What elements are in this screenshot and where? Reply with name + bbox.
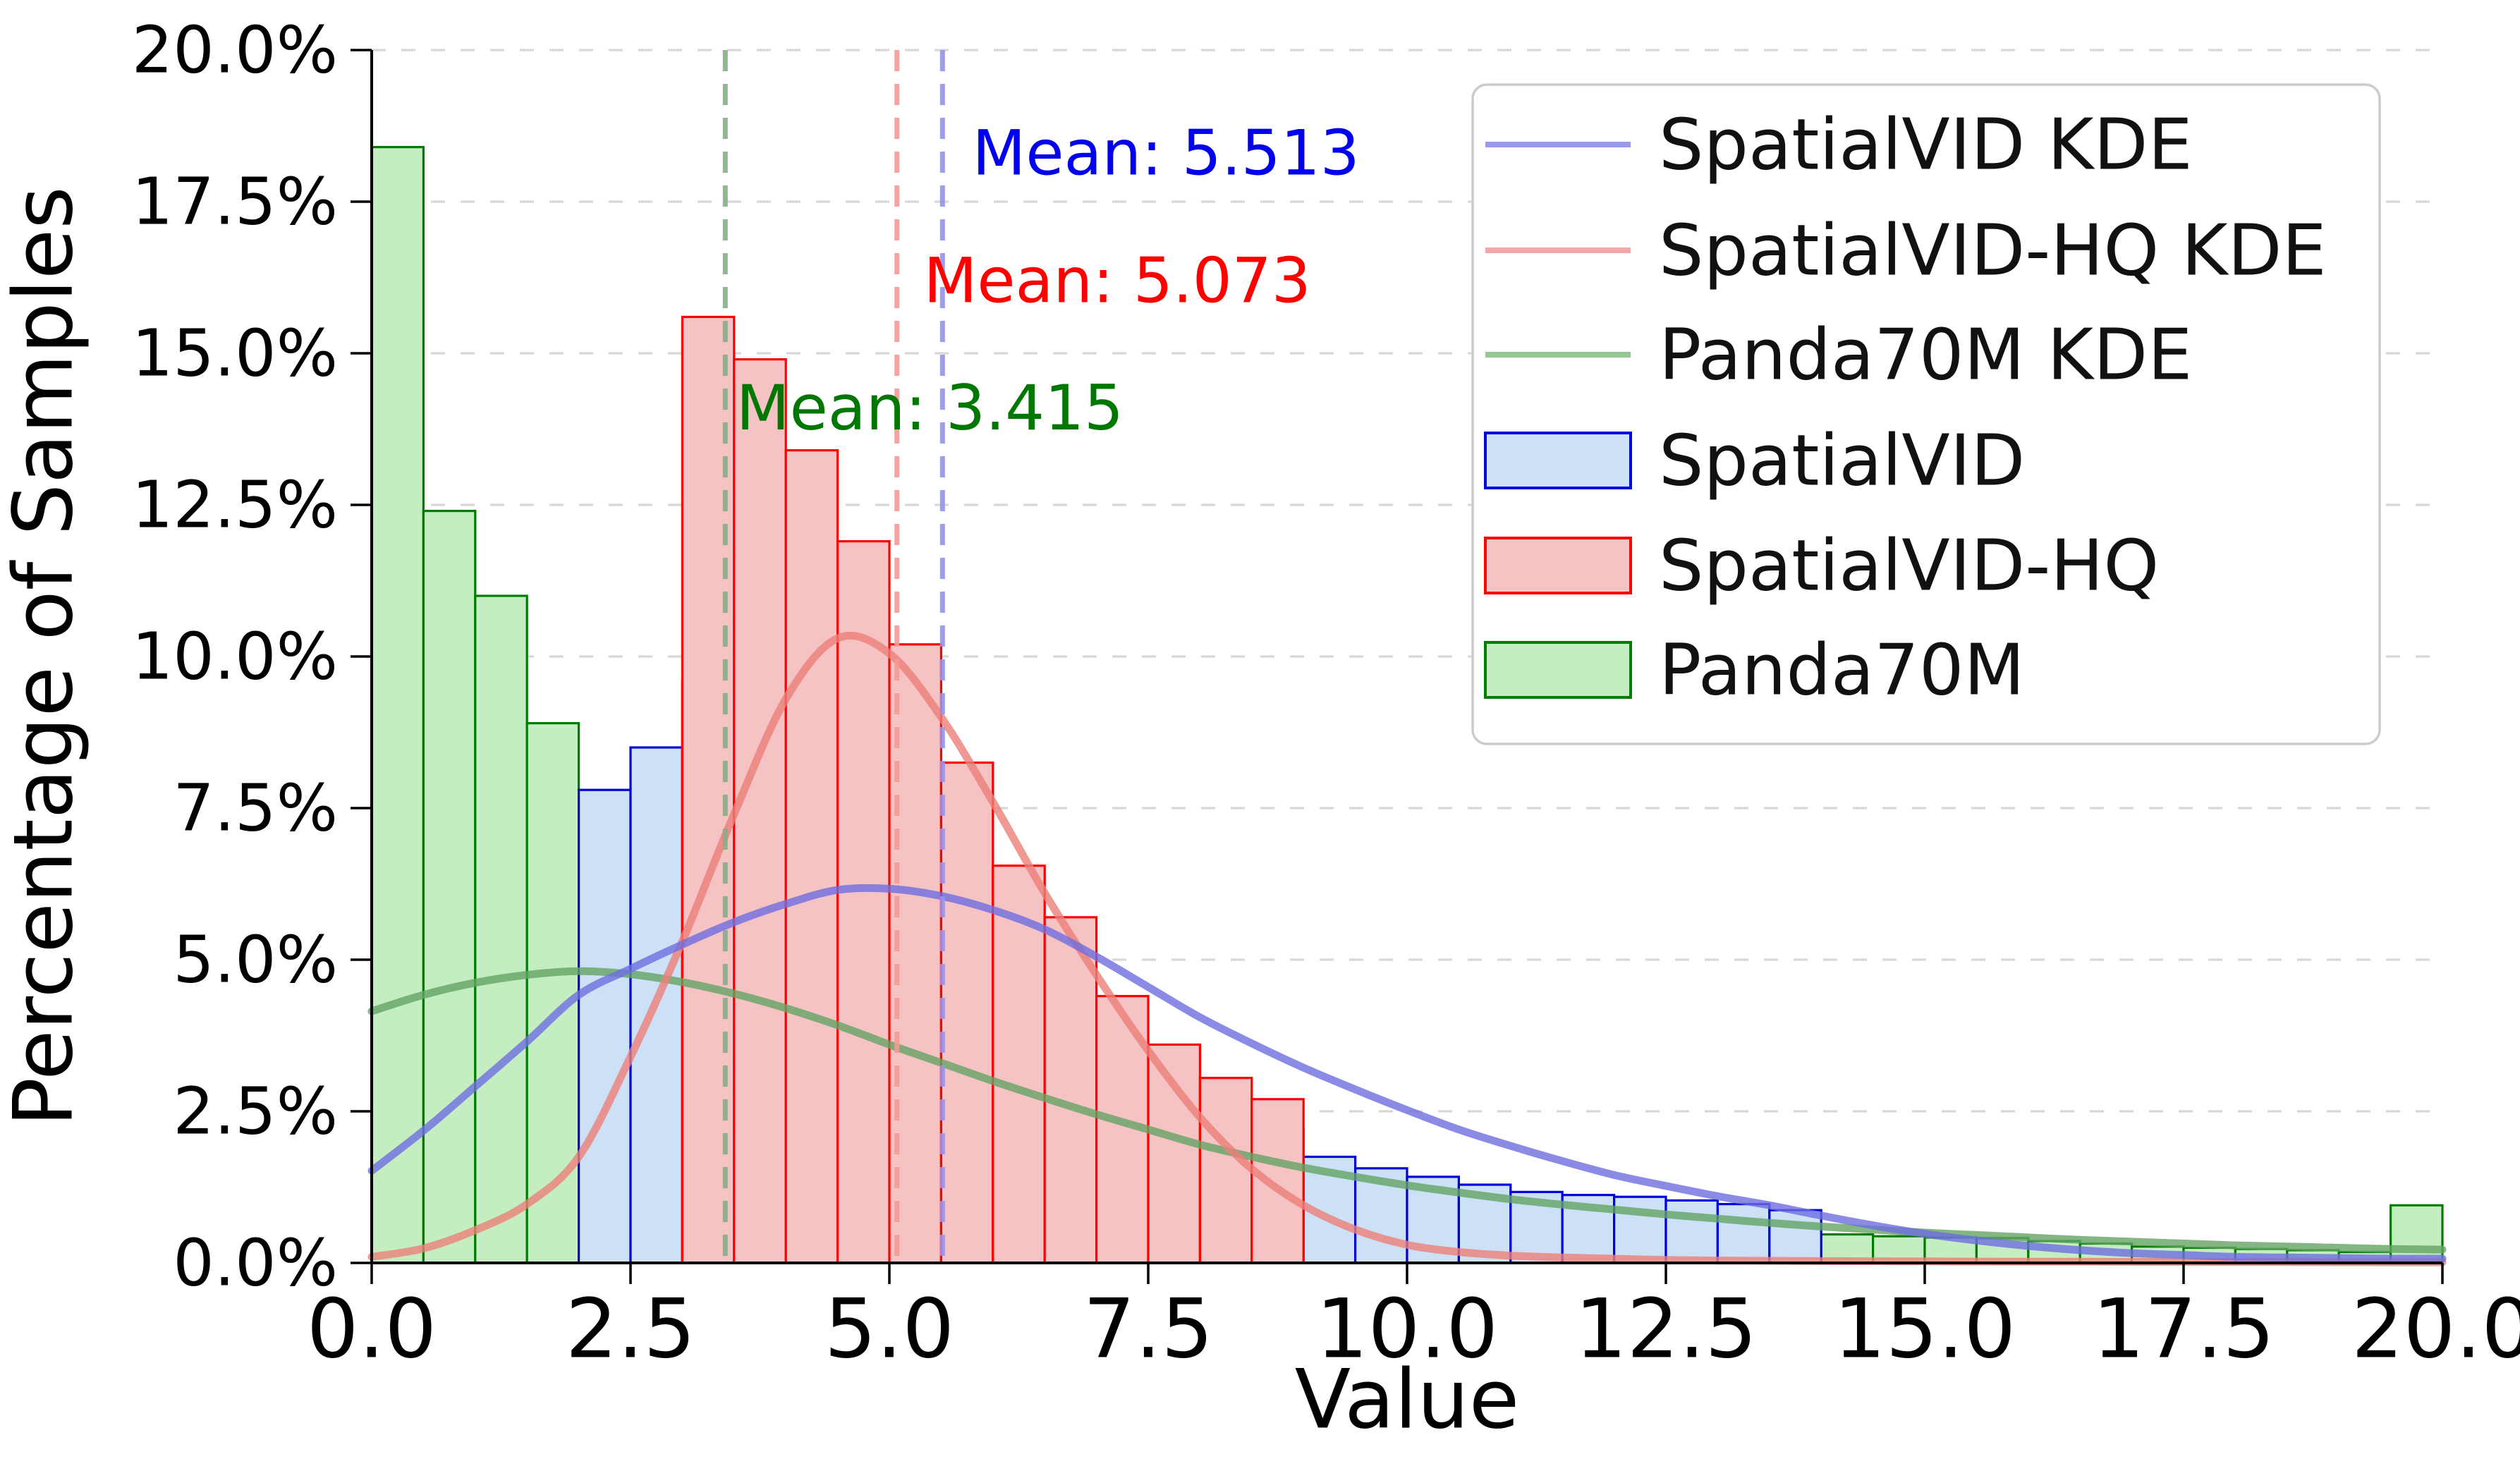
- bar-spatialvid-hq-bin13: [1043, 916, 1098, 1264]
- bar-spatialvid-bin27: [1768, 1209, 1822, 1264]
- legend-label-spatialvid-kde: SpatialVID KDE: [1659, 104, 2193, 186]
- bar-spatialvid-hq-bin15: [1147, 1043, 1202, 1264]
- mean-annotations: Mean: 5.513 Mean: 5.073 Mean: 3.415: [736, 117, 1360, 444]
- x-tick-label-2.5: 2.5: [566, 1282, 695, 1377]
- legend: SpatialVID KDE SpatialVID-HQ KDE Panda70…: [1471, 83, 2381, 745]
- bar-panda70m-bin2: [474, 594, 528, 1264]
- x-tick-label-17.5: 17.5: [2093, 1282, 2275, 1377]
- legend-label-panda70m-kde: Panda70M KDE: [1659, 314, 2192, 396]
- bar-spatialvid-hq-bin17: [1250, 1098, 1305, 1264]
- bar-spatialvid-bin4: [577, 788, 632, 1264]
- bar-spatialvid-hq-bin16: [1198, 1077, 1253, 1264]
- y-tick-label-15: 15.0%: [132, 316, 338, 391]
- legend-labels: SpatialVID KDE SpatialVID-HQ KDE Panda70…: [1659, 104, 2327, 711]
- axis-ticks: [351, 49, 2444, 1284]
- bars-spatialvid-hq: [681, 315, 1305, 1264]
- bar-spatialvid-hq-bin12: [992, 865, 1046, 1264]
- y-tick-label-0: 0.0%: [173, 1226, 338, 1301]
- bar-spatialvid-bin25: [1664, 1199, 1719, 1264]
- legend-box: [1471, 83, 2381, 745]
- x-tick-label-5: 5.0: [824, 1282, 954, 1377]
- bar-panda70m-bin1: [422, 509, 477, 1264]
- bar-panda70m-bin0: [370, 146, 425, 1264]
- y-tick-label-10: 10.0%: [132, 619, 338, 695]
- mean-annotation-spatialvid-hq: Mean: 5.073: [923, 244, 1310, 317]
- bar-panda70m-bin39: [2390, 1204, 2444, 1264]
- kde-curve-panda70m-kde: [367, 967, 2447, 1254]
- x-tick-label-15: 15.0: [1834, 1282, 2016, 1377]
- legend-patch-sample-3: [1484, 432, 1632, 489]
- tick-labels: 0.0% 2.5% 5.0% 7.5% 10.0% 12.5% 15.0% 17.5% 20.0…: [132, 13, 2520, 1377]
- x-tick-label-10: 10.0: [1316, 1282, 1498, 1377]
- y-tick-label-5: 5.0%: [173, 922, 338, 998]
- bar-spatialvid-hq-bin7: [733, 358, 787, 1264]
- mean-annotation-spatialvid: Mean: 5.513: [972, 117, 1359, 190]
- y-tick-label-2.5: 2.5%: [173, 1074, 338, 1149]
- y-tick-label-12.5: 12.5%: [132, 468, 338, 543]
- kde-curve-spatialvid-kde: [367, 884, 2447, 1263]
- bar-spatialvid-hq-bin11: [939, 761, 994, 1264]
- legend-patch-sample-4: [1484, 537, 1632, 594]
- legend-label-spatialvid: SpatialVID: [1659, 420, 2025, 502]
- y-axis-label: Percentage of Samples: [0, 186, 92, 1127]
- y-tick-label-17.5: 17.5%: [132, 164, 338, 240]
- x-tick-label-0: 0.0: [307, 1282, 437, 1377]
- legend-label-spatialvid-hq-kde: SpatialVID-HQ KDE: [1659, 209, 2327, 292]
- x-axis-label: Value: [1295, 1352, 1520, 1448]
- bar-spatialvid-bin26: [1716, 1202, 1771, 1264]
- x-tick-label-20: 20.0: [2351, 1282, 2520, 1377]
- legend-label-panda70m: Panda70M: [1659, 629, 2025, 711]
- x-tick-label-7.5: 7.5: [1083, 1282, 1213, 1377]
- legend-samples: [1484, 142, 1632, 699]
- y-tick-label-20: 20.0%: [132, 13, 338, 88]
- mean-annotation-panda70m: Mean: 3.415: [736, 372, 1124, 444]
- legend-label-spatialvid-hq: SpatialVID-HQ: [1659, 525, 2159, 607]
- legend-patch-sample-5: [1484, 641, 1632, 699]
- bar-spatialvid-hq-bin8: [784, 448, 839, 1264]
- x-tick-label-12.5: 12.5: [1575, 1282, 1757, 1377]
- y-tick-label-7.5: 7.5%: [173, 771, 338, 846]
